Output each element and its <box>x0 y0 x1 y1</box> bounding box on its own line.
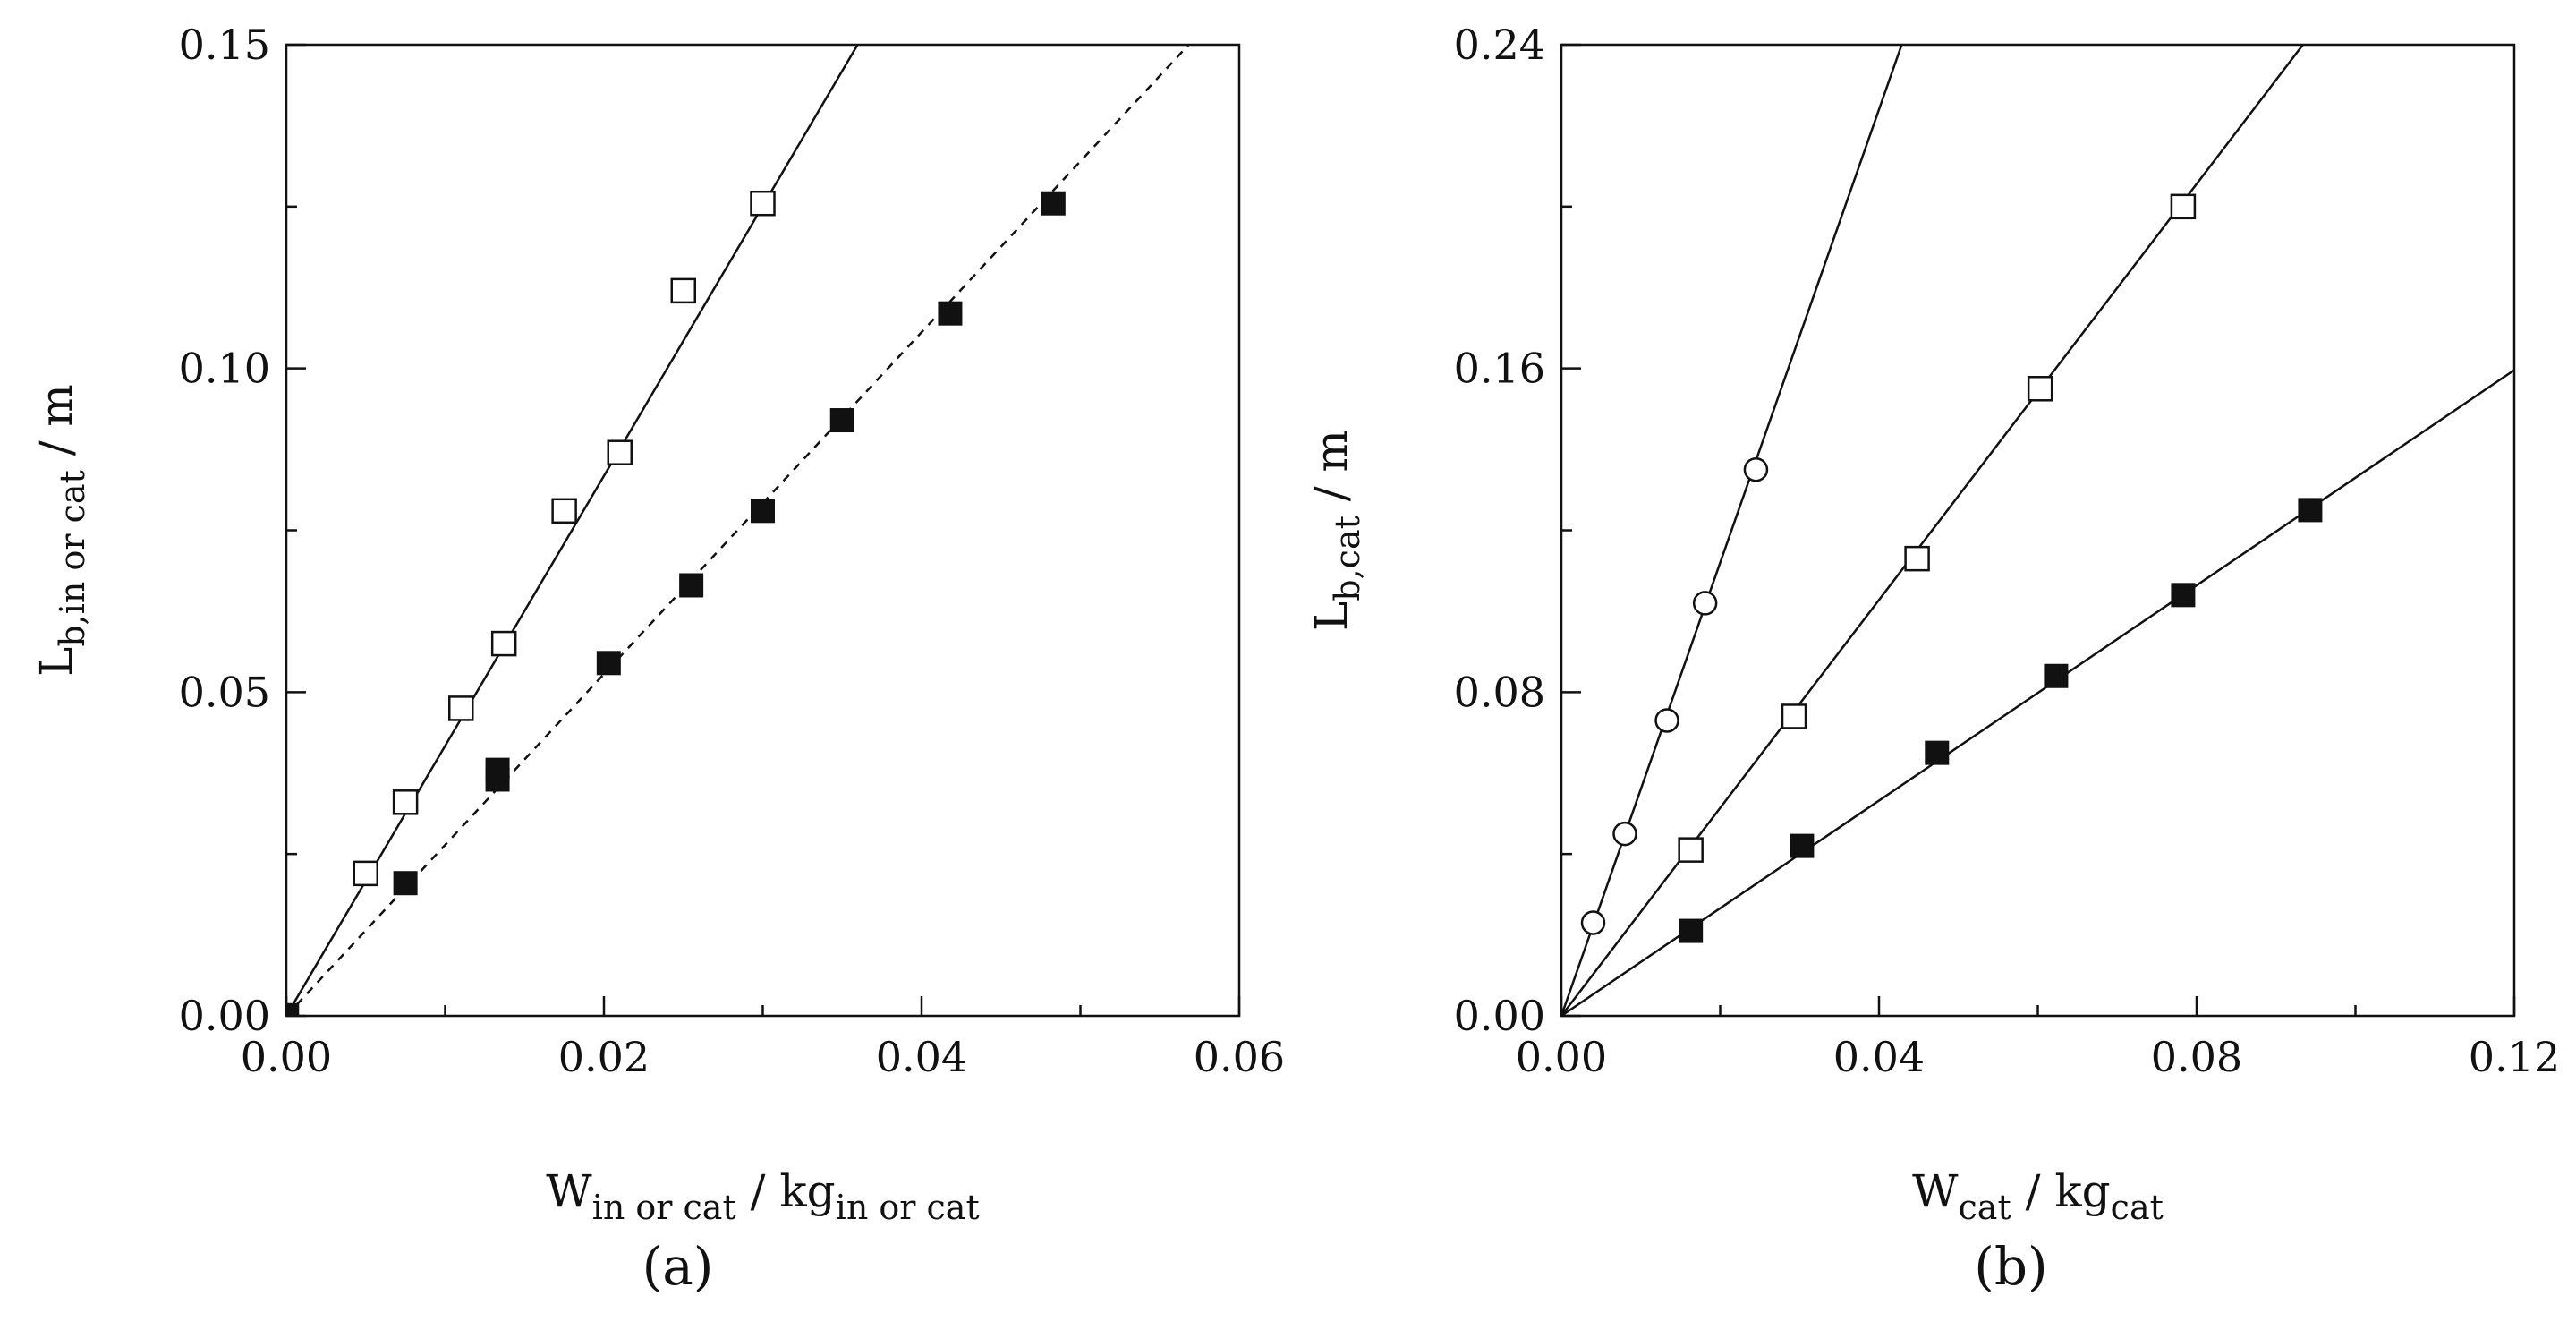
data-point-series-2 <box>1790 833 1815 858</box>
data-point-series-0 <box>1654 708 1679 733</box>
y-tick-label: 0.05 <box>179 668 270 716</box>
panel-label-b: (b) <box>1974 1236 2047 1297</box>
data-point-series-0 <box>750 190 776 217</box>
y-axis-title-a: Lb,in or cat / m <box>30 384 92 677</box>
data-point-series-0 <box>1580 910 1606 935</box>
plot-area-a <box>286 45 1190 1016</box>
plot-frame-b <box>1560 43 2516 1018</box>
data-point-series-2 <box>1679 918 1704 943</box>
data-point-series-1 <box>1041 191 1066 216</box>
data-point-series-0 <box>551 498 577 524</box>
data-point-series-0 <box>490 630 517 657</box>
data-point-series-1 <box>286 1003 299 1016</box>
x-axis-title-a: Win or cat / kgin or cat <box>546 1165 979 1227</box>
x-tick-label: 0.04 <box>876 1033 967 1081</box>
y-tick-label: 0.16 <box>1454 345 1545 393</box>
data-point-series-1 <box>2170 193 2197 220</box>
x-tick-label: 0.12 <box>2469 1033 2560 1081</box>
y-axis-title-b: Lb,cat / m <box>1305 430 1367 631</box>
y-axis-title-sub-a: b,in or cat <box>53 470 92 646</box>
x-tick-label: 0.00 <box>241 1033 332 1081</box>
x-axis-title-main-b: W <box>1912 1165 1959 1217</box>
data-point-series-1 <box>485 757 510 782</box>
data-point-series-1 <box>596 651 621 676</box>
y-axis-title-unit-a: / m <box>30 384 82 470</box>
data-point-series-1 <box>679 573 704 598</box>
data-point-series-0 <box>607 439 633 465</box>
plot-area-b <box>1561 45 2514 1016</box>
data-point-series-1 <box>829 408 854 433</box>
data-point-series-1 <box>751 499 775 524</box>
data-point-series-2 <box>2044 663 2069 688</box>
y-axis-title-unit-b: / m <box>1305 430 1357 516</box>
data-point-series-0 <box>1692 591 1718 616</box>
data-point-series-1 <box>2027 376 2053 402</box>
data-point-series-0 <box>392 789 419 815</box>
chart-panel-b: 0.00 0.04 0.08 0.12 0.00 0.08 0.16 0.24 Lb,cat … <box>1305 21 2560 1297</box>
x-tick-label: 0.00 <box>1516 1033 1607 1081</box>
data-point-series-0 <box>353 860 378 887</box>
fit-line-series-1 <box>1561 45 2304 1016</box>
y-axis-title-main-b: L <box>1305 601 1357 631</box>
x-axis-title-sub2-a: in or cat <box>836 1188 980 1227</box>
x-tick-label: 0.06 <box>1194 1033 1285 1081</box>
data-point-series-1 <box>1904 545 1930 572</box>
x-axis-title-sep-b: / kg <box>2011 1165 2111 1217</box>
x-tick-label: 0.08 <box>2151 1033 2242 1081</box>
fit-line-series-1 <box>286 45 1190 1016</box>
x-axis-title-main-a: W <box>546 1165 592 1217</box>
x-axis-title-b: Wcat / kgcat <box>1912 1165 2164 1227</box>
y-tick-label: 0.24 <box>1454 21 1545 69</box>
x-axis-title-sep-a: / kg <box>736 1165 836 1217</box>
y-axis-title-sub-b: b,cat <box>1328 516 1367 601</box>
y-tick-label: 0.00 <box>179 992 270 1040</box>
fit-line-series-0 <box>1561 45 1903 1016</box>
fit-line-series-2 <box>1561 369 2514 1016</box>
panel-label-a: (a) <box>642 1236 714 1297</box>
data-point-series-2 <box>2298 498 2323 523</box>
data-point-series-1 <box>393 871 418 896</box>
y-axis-title-main-a: L <box>30 647 82 677</box>
x-tick-label: 0.04 <box>1833 1033 1925 1081</box>
data-point-series-0 <box>670 277 696 304</box>
data-point-series-1 <box>1781 703 1807 729</box>
data-point-series-1 <box>938 301 963 326</box>
x-axis-title-sub-a: in or cat <box>592 1188 736 1227</box>
y-tick-label: 0.08 <box>1454 668 1545 716</box>
data-point-series-0 <box>1743 456 1769 482</box>
data-point-series-1 <box>1678 837 1704 863</box>
plot-frame-a <box>285 43 1241 1018</box>
y-tick-label: 0.15 <box>179 21 270 69</box>
x-axis-title-sub-b: cat <box>1959 1188 2011 1227</box>
x-axis-title-sub2-b: cat <box>2111 1188 2164 1227</box>
data-point-series-2 <box>2171 583 2196 608</box>
data-point-series-0 <box>1612 821 1637 847</box>
axes-a: 0.00 0.02 0.04 0.06 0.00 0.05 0.10 0.15 <box>179 21 1286 1081</box>
data-point-series-0 <box>448 695 474 721</box>
y-tick-label: 0.10 <box>179 345 270 393</box>
x-tick-label: 0.02 <box>558 1033 650 1081</box>
data-point-series-2 <box>1925 740 1950 765</box>
chart-panel-a: 0.00 0.02 0.04 0.06 0.00 0.05 0.10 0.15 Lb,in o… <box>30 21 1285 1297</box>
y-tick-label: 0.00 <box>1454 992 1545 1040</box>
axes-b: 0.00 0.04 0.08 0.12 0.00 0.08 0.16 0.24 <box>1454 21 2561 1081</box>
